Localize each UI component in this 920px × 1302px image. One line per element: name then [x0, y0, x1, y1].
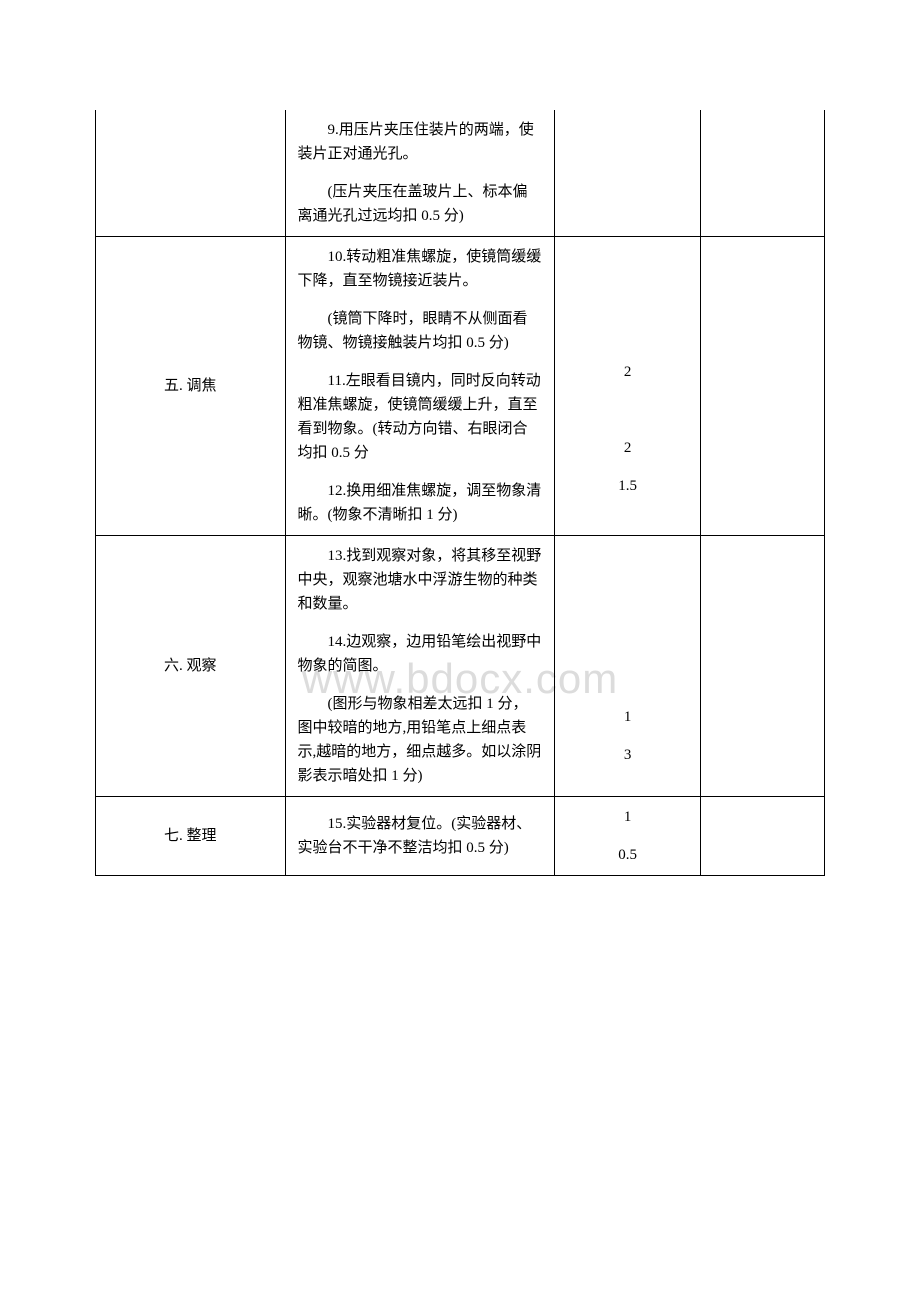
table-row: 六. 观察13.找到观察对象，将其移至视野中央，观察池塘水中浮游生物的种类和数量… — [96, 536, 825, 797]
document-table-wrap: 9.用压片夹压住装片的两端，使装片正对通光孔。 (压片夹压在盖玻片上、标本偏离通光… — [95, 110, 825, 876]
description-paragraph: 12.换用细准焦螺旋，调至物象清晰。(物象不清晰扣 1 分) — [298, 479, 543, 527]
step-description-cell: 15.实验器材复位。(实验器材、实验台不干净不整洁均扣 0.5 分) — [285, 797, 555, 876]
score-cell: 13 — [555, 536, 701, 797]
score-value: 2 — [567, 360, 688, 384]
description-paragraph: 10.转动粗准焦螺旋，使镜筒缓缓下降，直至物镜接近装片。 — [298, 245, 543, 293]
score-cell — [555, 110, 701, 237]
step-name-cell: 五. 调焦 — [96, 237, 286, 536]
description-paragraph: (压片夹压在盖玻片上、标本偏离通光孔过远均扣 0.5 分) — [298, 180, 543, 228]
table-row: 七. 整理15.实验器材复位。(实验器材、实验台不干净不整洁均扣 0.5 分)1… — [96, 797, 825, 876]
table-row: 五. 调焦10.转动粗准焦螺旋，使镜筒缓缓下降，直至物镜接近装片。 (镜筒下降时，… — [96, 237, 825, 536]
table-row: 9.用压片夹压住装片的两端，使装片正对通光孔。 (压片夹压在盖玻片上、标本偏离通光… — [96, 110, 825, 237]
score-cell: 10.5 — [555, 797, 701, 876]
step-description-cell: 10.转动粗准焦螺旋，使镜筒缓缓下降，直至物镜接近装片。 (镜筒下降时，眼睛不从侧… — [285, 237, 555, 536]
step-description-cell: 9.用压片夹压住装片的两端，使装片正对通光孔。 (压片夹压在盖玻片上、标本偏离通光… — [285, 110, 555, 237]
empty-cell — [701, 536, 825, 797]
score-cell: 2 2 1.5 — [555, 237, 701, 536]
description-paragraph: (图形与物象相差太远扣 1 分，图中较暗的地方,用铅笔点上细点表示,越暗的地方，… — [298, 692, 543, 788]
score-value: 1 — [567, 705, 688, 729]
step-description-cell: 13.找到观察对象，将其移至视野中央，观察池塘水中浮游生物的种类和数量。 14.边… — [285, 536, 555, 797]
score-value: 2 — [567, 436, 688, 460]
scoring-table: 9.用压片夹压住装片的两端，使装片正对通光孔。 (压片夹压在盖玻片上、标本偏离通光… — [95, 110, 825, 876]
empty-cell — [701, 237, 825, 536]
description-paragraph: 9.用压片夹压住装片的两端，使装片正对通光孔。 — [298, 118, 543, 166]
description-paragraph: 13.找到观察对象，将其移至视野中央，观察池塘水中浮游生物的种类和数量。 — [298, 544, 543, 616]
score-value: 1.5 — [567, 474, 688, 498]
step-name-cell — [96, 110, 286, 237]
description-paragraph: 11.左眼看目镜内，同时反向转动粗准焦螺旋，使镜筒缓缓上升，直至看到物象。(转动… — [298, 369, 543, 465]
description-paragraph: 15.实验器材复位。(实验器材、实验台不干净不整洁均扣 0.5 分) — [298, 812, 543, 860]
score-value: 0.5 — [567, 843, 688, 867]
score-value: 3 — [567, 743, 688, 767]
step-name-cell: 七. 整理 — [96, 797, 286, 876]
description-paragraph: 14.边观察，边用铅笔绘出视野中物象的简图。 — [298, 630, 543, 678]
score-value — [567, 398, 688, 422]
empty-cell — [701, 797, 825, 876]
description-paragraph: (镜筒下降时，眼睛不从侧面看物镜、物镜接触装片均扣 0.5 分) — [298, 307, 543, 355]
empty-cell — [701, 110, 825, 237]
step-name-cell: 六. 观察 — [96, 536, 286, 797]
score-value: 1 — [567, 805, 688, 829]
